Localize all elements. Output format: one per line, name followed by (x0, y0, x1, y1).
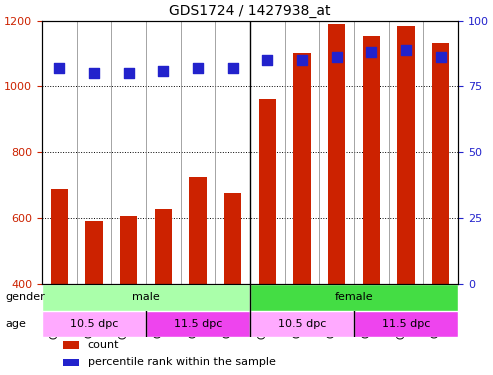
Point (333, 54, 341, 60)
Text: male: male (132, 292, 160, 302)
Bar (363, 36, 380, 284)
Point (125, 70, 133, 76)
Bar (85, 220, 103, 284)
Point (437, 54, 445, 60)
Title: GDS1724 / 1427938_at: GDS1724 / 1427938_at (169, 4, 331, 18)
Point (55, 65, 63, 71)
Point (229, 65, 237, 71)
Bar (224, 193, 242, 284)
Point (159, 68, 167, 74)
Point (90, 70, 98, 76)
Bar (51, 189, 68, 284)
Bar (155, 209, 172, 284)
Bar (432, 43, 450, 284)
FancyBboxPatch shape (250, 310, 354, 337)
Bar (259, 99, 276, 284)
Text: gender: gender (5, 292, 45, 302)
Text: 11.5 dpc: 11.5 dpc (174, 319, 222, 329)
Point (367, 49, 375, 55)
Bar (120, 216, 138, 284)
Text: percentile rank within the sample: percentile rank within the sample (88, 357, 276, 368)
Text: 11.5 dpc: 11.5 dpc (382, 319, 430, 329)
Bar (63, 341, 79, 350)
Bar (328, 24, 346, 284)
Text: age: age (5, 319, 26, 329)
Point (298, 57, 306, 63)
Text: count: count (88, 340, 119, 350)
Text: 10.5 dpc: 10.5 dpc (278, 319, 326, 329)
Bar (189, 177, 207, 284)
FancyBboxPatch shape (354, 310, 458, 337)
FancyBboxPatch shape (250, 284, 458, 310)
FancyBboxPatch shape (42, 310, 146, 337)
Point (194, 65, 202, 71)
Point (263, 57, 271, 63)
Text: female: female (335, 292, 373, 302)
Text: 10.5 dpc: 10.5 dpc (70, 319, 118, 329)
FancyBboxPatch shape (42, 284, 250, 310)
Bar (293, 53, 311, 284)
FancyBboxPatch shape (146, 310, 250, 337)
Point (402, 46, 410, 53)
Bar (63, 359, 79, 366)
Bar (397, 26, 415, 284)
